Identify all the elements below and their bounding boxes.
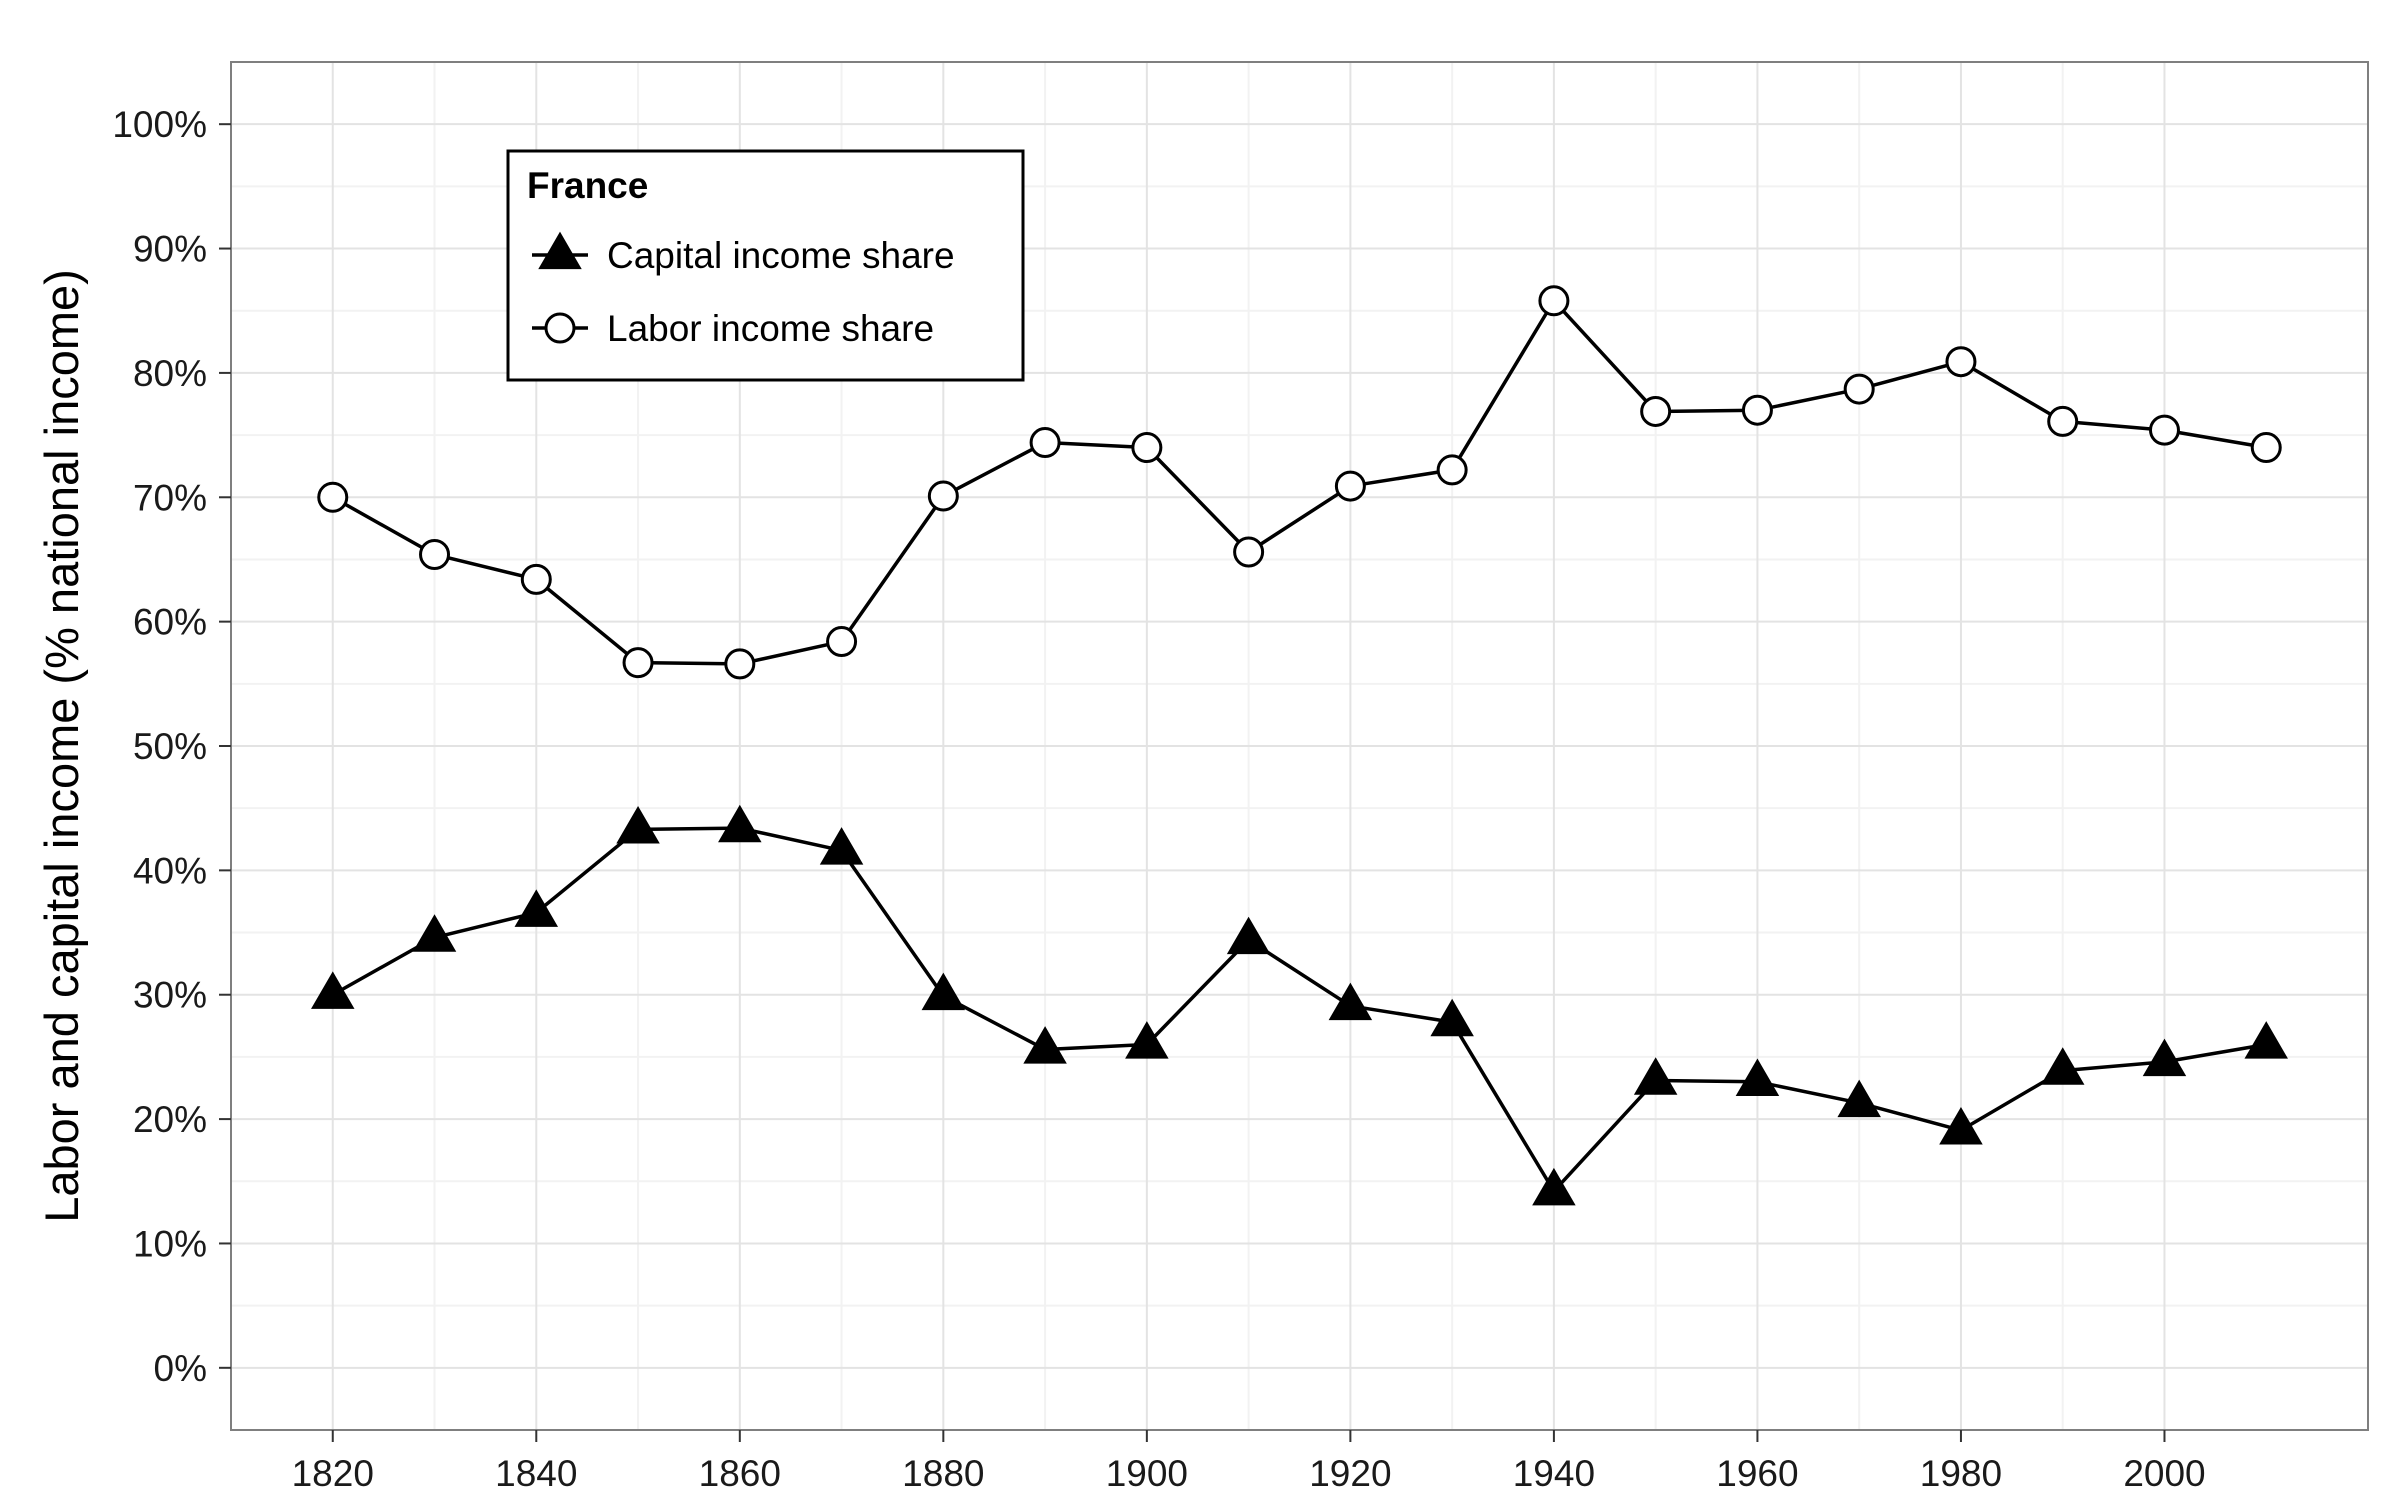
data-point: [1741, 394, 1773, 426]
y-tick-label: 50%: [133, 726, 207, 767]
legend-title: France: [527, 165, 648, 206]
y-tick-label: 70%: [133, 477, 207, 518]
y-tick-label: 40%: [133, 850, 207, 891]
data-point: [1023, 1026, 1067, 1064]
y-tick-label: 60%: [133, 602, 207, 643]
data-point: [2250, 432, 2282, 464]
data-point: [311, 971, 355, 1009]
data-point: [419, 538, 451, 570]
data-point: [520, 563, 552, 595]
x-tick-label: 1880: [902, 1453, 984, 1494]
data-point: [1430, 998, 1474, 1037]
data-point: [514, 889, 559, 927]
data-point: [927, 480, 959, 512]
series-layer: [311, 285, 2288, 1206]
legend-box: [506, 149, 1025, 382]
data-point: [622, 647, 654, 679]
data-point: [1131, 432, 1163, 464]
legend-items: Capital income share Labor income share: [532, 231, 955, 349]
data-point: [1532, 1167, 1576, 1206]
data-point: [1328, 982, 1373, 1021]
x-tick-label: 1860: [699, 1453, 781, 1494]
y-tick-label: 100%: [112, 104, 207, 145]
y-axis-title: Labor and capital income (% national inc…: [35, 269, 88, 1223]
data-point: [1436, 454, 1468, 486]
data-point: [724, 648, 756, 680]
data-point: [1125, 1021, 1169, 1059]
legend-item: Labor income share: [532, 308, 934, 349]
data-point: [1226, 916, 1271, 955]
data-point: [2142, 1038, 2187, 1077]
data-point: [1735, 1058, 1780, 1096]
data-point: [1538, 285, 1570, 317]
y-tick-label: 20%: [133, 1099, 207, 1140]
data-point: [1640, 395, 1672, 427]
y-tick-label: 90%: [133, 229, 207, 270]
legend: France Capital income share Labor income …: [506, 149, 1025, 382]
data-point: [1939, 1106, 1983, 1145]
data-point: [2148, 414, 2180, 446]
data-point: [2047, 405, 2079, 437]
data-point: [616, 806, 660, 844]
data-point: [1233, 536, 1265, 568]
x-tick-label: 1840: [495, 1453, 577, 1494]
data-point: [1945, 346, 1977, 378]
data-point: [1633, 1057, 1678, 1095]
data-point: [819, 827, 864, 865]
data-point: [718, 804, 762, 843]
data-point: [1843, 373, 1875, 405]
x-tick-label: 1920: [1309, 1453, 1391, 1494]
data-point: [921, 972, 966, 1011]
series-labor-income-share: [317, 285, 2282, 680]
series-line: [331, 299, 2267, 666]
y-tick-label: 30%: [133, 975, 207, 1016]
legend-marker: [538, 231, 582, 270]
series-capital-income-share: [311, 804, 2288, 1206]
legend-label: Labor income share: [607, 308, 934, 349]
y-axis: 0% 10% 20% 30% 40% 50% 60% 70% 80% 90% 100%: [112, 104, 231, 1389]
data-point: [2040, 1047, 2085, 1085]
x-axis: 1820 1840 1860 1880 1900 1920 1940 1960 1980 2000: [292, 1430, 2206, 1494]
y-tick-label: 10%: [133, 1223, 207, 1264]
legend-item: Capital income share: [532, 231, 955, 276]
x-tick-label: 1960: [1716, 1453, 1798, 1494]
x-tick-label: 1900: [1106, 1453, 1188, 1494]
data-point: [2244, 1021, 2288, 1059]
data-point: [826, 626, 858, 658]
x-tick-label: 1820: [292, 1453, 374, 1494]
data-point: [412, 914, 457, 952]
x-tick-label: 2000: [2123, 1453, 2205, 1494]
x-tick-label: 1980: [1920, 1453, 2002, 1494]
data-point: [1837, 1079, 1881, 1118]
series-line: [331, 826, 2267, 1193]
legend-label: Capital income share: [607, 235, 955, 276]
legend-marker: [544, 312, 576, 344]
x-tick-label: 1940: [1513, 1453, 1595, 1494]
y-tick-label: 80%: [133, 353, 207, 394]
y-tick-label: 0%: [154, 1348, 207, 1389]
data-point: [1334, 470, 1366, 502]
data-point: [1029, 427, 1061, 459]
data-point: [317, 481, 349, 513]
